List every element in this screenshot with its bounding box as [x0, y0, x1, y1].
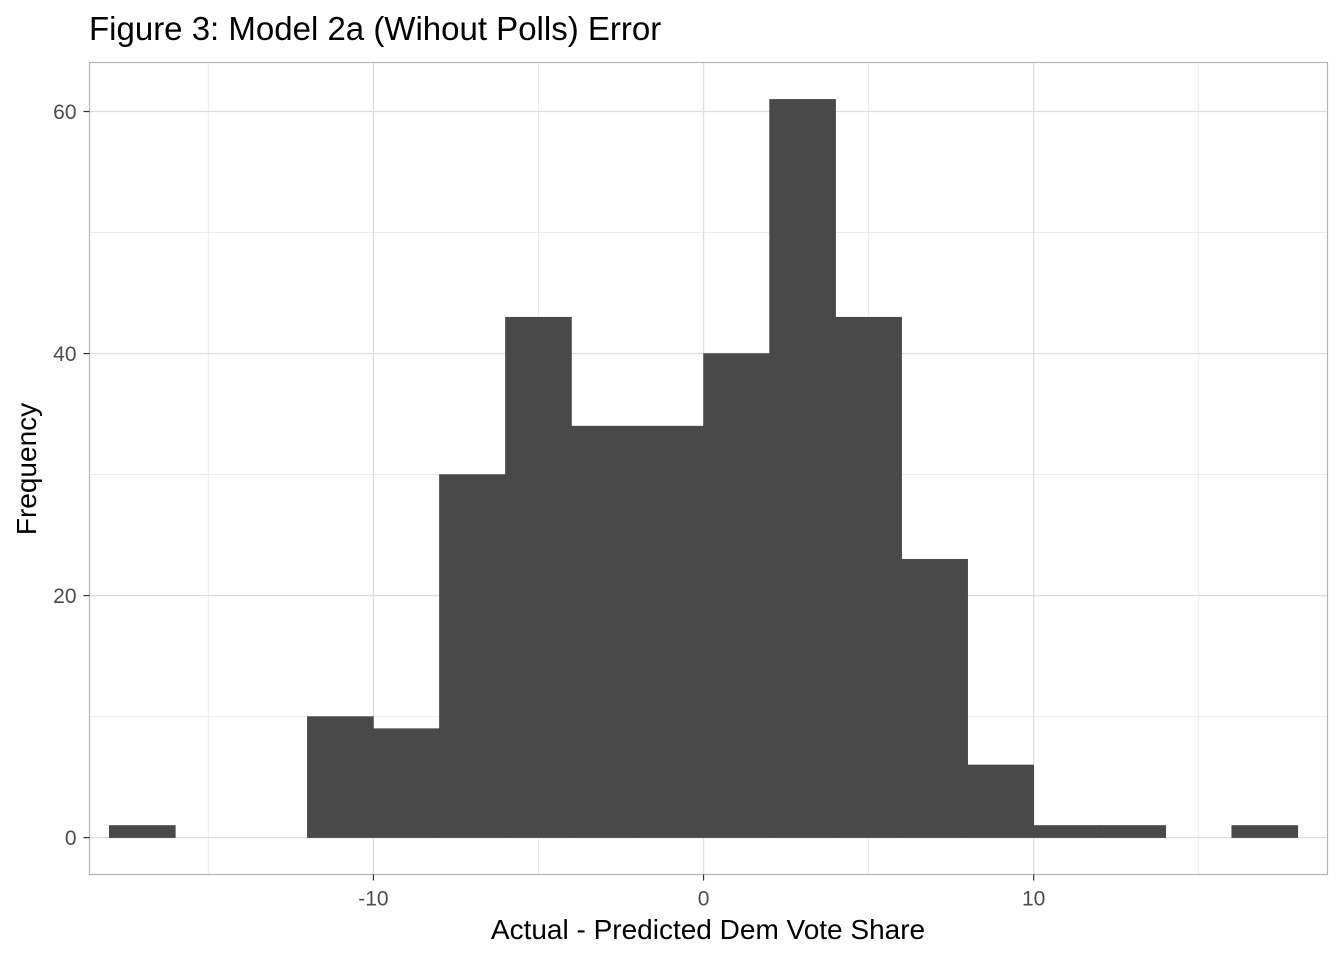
histogram-bar [769, 99, 836, 838]
y-tick-label: 60 [53, 101, 76, 124]
y-tick-label: 20 [53, 585, 76, 608]
plot-panel-border [88, 61, 1329, 876]
histogram-bar [637, 425, 704, 838]
histogram-bar [439, 474, 506, 838]
x-tick-label: 10 [1022, 888, 1045, 911]
histogram-bar [109, 825, 176, 838]
histogram-bar [505, 316, 572, 838]
x-axis-ticks: -10 0 10 [358, 874, 1045, 911]
y-axis-ticks: 0 20 40 60 [53, 101, 90, 850]
y-axis-title: Frequency [11, 403, 42, 535]
histogram-bar [967, 764, 1034, 838]
histogram-bar [1231, 825, 1299, 838]
x-tick-label: -10 [358, 888, 388, 911]
histogram-bar [901, 558, 968, 838]
x-tick-label: 0 [698, 888, 710, 911]
y-tick-label: 40 [53, 343, 76, 366]
histogram-bar [835, 316, 902, 838]
histogram-bar [1099, 825, 1167, 838]
histogram-bar [1033, 825, 1101, 838]
histogram-bars [109, 99, 1299, 838]
histogram-bar [571, 425, 638, 838]
chart-title: Figure 3: Model 2a (Wihout Polls) Error [89, 10, 661, 47]
histogram-bar [703, 353, 770, 838]
y-tick-label: 0 [65, 827, 77, 850]
x-axis-title: Actual - Predicted Dem Vote Share [491, 914, 925, 945]
histogram-bar [373, 728, 440, 838]
histogram-bar [307, 716, 374, 838]
